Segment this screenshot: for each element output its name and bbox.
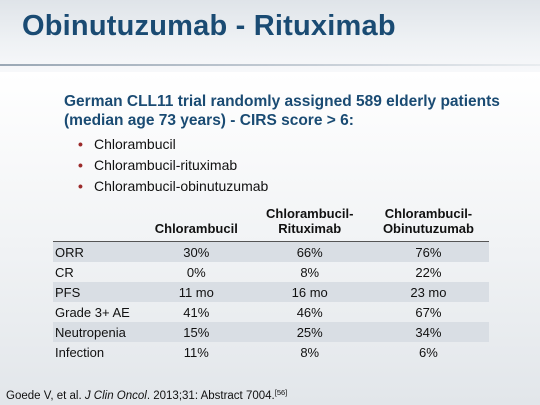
table-cell: 30% xyxy=(141,241,252,262)
arm-list: • Chlorambucil • Chlorambucil-rituximab • C… xyxy=(78,134,268,197)
row-label: Grade 3+ AE xyxy=(55,304,130,320)
bullet-icon: • xyxy=(78,178,83,194)
list-item: • Chlorambucil-rituximab xyxy=(78,155,268,176)
table-cell: 11 mo xyxy=(141,282,252,302)
table-cell: 6% xyxy=(419,344,438,360)
citation-details: . 2013;31: Abstract 7004. xyxy=(146,390,275,402)
row-label: PFS xyxy=(53,282,141,302)
column-header-line: Obinutuzumab xyxy=(382,221,474,236)
intro-text: German CLL11 trial randomly assigned 589… xyxy=(64,93,500,129)
table-cell: 66% xyxy=(251,241,368,262)
slide-title: Obinutuzumab - Rituximab xyxy=(22,10,396,42)
table-row: Infection 11% 8% 6% xyxy=(53,342,489,362)
table-cell: 22% xyxy=(415,264,442,280)
table-cell: 46% xyxy=(296,304,323,320)
table-cell: 76% xyxy=(367,241,489,262)
table-row: Neutropenia 15% 25% 34% xyxy=(53,322,489,342)
table-row: PFS 11 mo 16 mo 23 mo xyxy=(53,282,489,302)
table-cell: 0% xyxy=(186,264,206,280)
table-cell: 11% xyxy=(183,344,209,360)
citation-authors: Goede V, et al. xyxy=(6,390,85,402)
table-cell: 34% xyxy=(367,322,489,342)
table-cell: 16 mo xyxy=(251,282,368,302)
list-item: • Chlorambucil xyxy=(78,134,268,155)
table-cell: 15% xyxy=(141,322,252,342)
row-label: Infection xyxy=(55,344,105,360)
table-cell: 67% xyxy=(415,304,442,320)
bullet-icon: • xyxy=(78,157,83,173)
list-item-text: Chlorambucil-obinutuzumab xyxy=(94,178,269,194)
row-label: Neutropenia xyxy=(53,322,141,342)
column-header: Chlorambucil- Obinutuzumab xyxy=(367,206,489,242)
column-header: Chlorambucil- Rituximab xyxy=(251,206,368,242)
column-header-line: Chlorambucil- xyxy=(266,206,354,221)
citation-ref: [56] xyxy=(274,388,288,397)
list-item: • Chlorambucil-obinutuzumab xyxy=(78,176,268,197)
column-header-line: Rituximab xyxy=(278,221,342,236)
table-row: ORR 30% 66% 76% xyxy=(53,241,489,262)
column-header-line: Chlorambucil xyxy=(154,221,238,236)
table-row: Grade 3+ AE 41% 46% 67% xyxy=(53,302,489,322)
table-cell: 41% xyxy=(183,304,210,320)
citation: Goede V, et al. J Clin Oncol. 2013;31: A… xyxy=(6,388,287,402)
bullet-icon: • xyxy=(78,136,83,152)
row-label: CR xyxy=(55,264,74,280)
table-header-row: Chlorambucil Chlorambucil- Rituximab Chlo… xyxy=(53,206,489,242)
list-item-text: Chlorambucil-rituximab xyxy=(94,157,238,173)
table-cell: 23 mo xyxy=(367,282,489,302)
table-cell: 25% xyxy=(251,322,368,342)
column-header-line: Chlorambucil- xyxy=(384,206,473,221)
list-item-text: Chlorambucil xyxy=(94,136,176,152)
table-cell: 8% xyxy=(300,344,320,360)
citation-journal: J Clin Oncol xyxy=(84,390,147,402)
row-label: ORR xyxy=(53,241,141,262)
slide-header: Obinutuzumab - Rituximab xyxy=(0,0,540,72)
column-header: Chlorambucil xyxy=(141,206,252,242)
table-cell: 8% xyxy=(300,264,320,280)
results-table: Chlorambucil Chlorambucil- Rituximab Chlo… xyxy=(53,206,489,362)
header-divider xyxy=(0,64,540,66)
column-header-empty xyxy=(53,206,141,242)
table-row: CR 0% 8% 22% xyxy=(53,262,489,282)
